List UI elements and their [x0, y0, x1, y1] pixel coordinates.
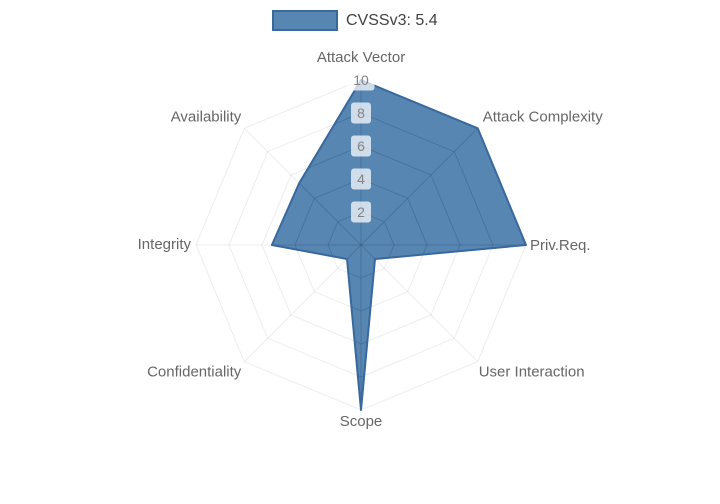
tick-backdrop [351, 102, 371, 124]
radar-data-polygon[interactable] [271, 80, 526, 410]
legend-item-cvssv3[interactable]: CVSSv3: 5.4 [272, 9, 438, 32]
legend-label: CVSSv3: 5.4 [346, 12, 438, 29]
tick-label: 2 [357, 204, 365, 220]
grid-spoke [360, 127, 479, 246]
grid-spoke [243, 244, 362, 363]
axis-label: Attack Vector [317, 49, 405, 66]
axis-label: User Interaction [479, 364, 585, 381]
grid-ring [327, 211, 395, 279]
axis-labels: Attack Vector Attack Complexity Priv.Req. U… [138, 49, 604, 430]
tick-backdrop [351, 168, 371, 190]
tick-backdrop [347, 69, 375, 91]
tick-backdrop [351, 135, 371, 157]
axis-label: Confidentiality [147, 364, 242, 381]
radar-data-border [270, 79, 527, 411]
tick-label: 6 [357, 138, 365, 154]
axis-label: Availability [171, 108, 242, 125]
axis-label: Attack Complexity [483, 108, 604, 125]
axis-label: Integrity [138, 236, 192, 253]
grid-ring [294, 178, 428, 312]
legend-swatch [272, 10, 338, 31]
axis-label: Priv.Req. [530, 237, 591, 254]
tick-labels: 2 4 6 8 10 [347, 69, 375, 223]
tick-backdrop [351, 201, 371, 223]
tick-label: 4 [357, 171, 365, 187]
axis-label: Scope [340, 413, 383, 430]
tick-label: 10 [353, 72, 369, 88]
grid-spoke [360, 244, 479, 363]
grid-ring [271, 112, 494, 378]
tick-label: 8 [357, 105, 365, 121]
grid-spoke [271, 127, 362, 246]
